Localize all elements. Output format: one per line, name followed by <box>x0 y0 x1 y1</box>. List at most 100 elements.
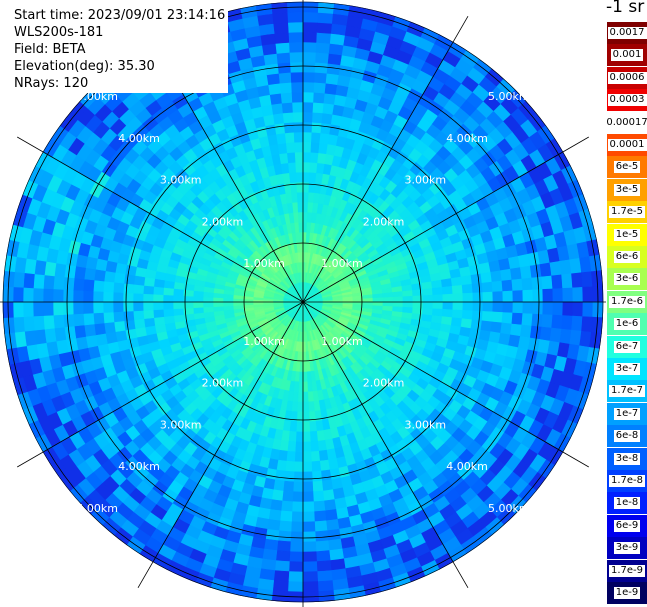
backscatter-cell <box>327 53 343 66</box>
backscatter-cell <box>302 491 314 503</box>
backscatter-cell <box>152 301 164 311</box>
backscatter-cell <box>272 12 289 24</box>
backscatter-cell <box>182 307 194 315</box>
colorbar-swatch: 1.7e-7 <box>607 380 647 403</box>
range-label: 4.00km <box>446 132 488 145</box>
elevation-text: Elevation(deg): 35.30 <box>14 59 155 74</box>
backscatter-cell <box>295 171 304 183</box>
colorbar-swatch: 0.0017 <box>607 22 647 44</box>
backscatter-cell <box>279 81 293 94</box>
backscatter-cell <box>279 152 289 165</box>
range-label: 5.00km <box>488 502 530 515</box>
backscatter-cell <box>162 301 174 310</box>
backscatter-cell <box>531 276 544 291</box>
backscatter-cell <box>502 290 514 303</box>
colorbar-label: 1.7e-5 <box>608 206 646 219</box>
range-label: 4.00km <box>118 460 160 473</box>
backscatter-cell <box>531 313 544 328</box>
backscatter-cell <box>461 310 474 321</box>
backscatter-cell <box>276 540 291 553</box>
backscatter-cell <box>12 301 24 318</box>
backscatter-cell <box>302 161 311 173</box>
backscatter-cell <box>302 391 309 403</box>
backscatter-cell <box>490 321 503 334</box>
backscatter-cell <box>302 111 314 123</box>
colorbar-swatch: 1.7e-6 <box>607 290 647 313</box>
backscatter-cell <box>512 290 524 303</box>
backscatter-cell <box>311 460 322 473</box>
backscatter-cell <box>72 277 85 291</box>
backscatter-cell <box>302 541 317 553</box>
range-label: 2.00km <box>202 377 244 390</box>
backscatter-cell <box>202 301 214 308</box>
backscatter-cell <box>52 314 65 329</box>
backscatter-cell <box>192 306 204 314</box>
backscatter-cell <box>302 571 319 583</box>
backscatter-cell <box>293 461 304 473</box>
backscatter-cell <box>291 511 304 523</box>
backscatter-cell <box>281 490 294 503</box>
backscatter-cell <box>302 91 315 103</box>
backscatter-cell <box>143 317 156 328</box>
backscatter-cell <box>318 449 329 462</box>
backscatter-cell <box>316 560 332 572</box>
backscatter-cell <box>501 312 514 325</box>
backscatter-cell <box>312 480 324 493</box>
colorbar-swatch: 1e-9 <box>607 582 647 604</box>
backscatter-cell <box>112 291 124 303</box>
backscatter-cell <box>272 580 289 592</box>
backscatter-cell <box>32 287 44 303</box>
backscatter-cell <box>500 322 513 336</box>
backscatter-cell <box>302 451 312 463</box>
backscatter-cell <box>313 510 327 523</box>
backscatter-cell <box>32 301 44 317</box>
backscatter-cell <box>292 491 304 503</box>
backscatter-cell <box>431 279 443 289</box>
start-time-text: Start time: 2023/09/01 23:14:16 <box>14 8 226 23</box>
backscatter-cell <box>172 307 185 316</box>
backscatter-cell <box>286 440 297 453</box>
colorbar-label: 1e-6 <box>613 318 641 331</box>
colorbar-swatch: 6e-8 <box>607 425 647 448</box>
backscatter-cell <box>276 51 291 64</box>
backscatter-cell <box>512 301 524 314</box>
backscatter-cell <box>102 291 114 303</box>
backscatter-cell <box>296 191 304 203</box>
backscatter-cell <box>133 318 146 329</box>
backscatter-cell <box>52 301 64 316</box>
backscatter-cell <box>317 580 334 592</box>
backscatter-cell <box>392 291 404 298</box>
backscatter-cell <box>293 131 304 143</box>
backscatter-cell <box>266 518 281 532</box>
backscatter-cell <box>307 401 315 413</box>
backscatter-cells <box>2 1 604 603</box>
backscatter-cell <box>275 550 291 562</box>
backscatter-cell <box>542 301 554 316</box>
backscatter-cell <box>317 12 334 24</box>
range-label: 1.00km <box>243 335 285 348</box>
backscatter-cell <box>162 294 174 303</box>
backscatter-cell <box>551 274 563 290</box>
backscatter-cell <box>309 151 320 164</box>
backscatter-cell <box>291 501 304 513</box>
backscatter-cell <box>112 311 125 323</box>
backscatter-cell <box>539 262 552 278</box>
backscatter-cell <box>481 311 494 323</box>
field-text: Field: BETA <box>14 42 86 57</box>
colorbar-label: 3e-7 <box>613 363 641 375</box>
colorbar-label: 6e-8 <box>613 430 641 443</box>
backscatter-cell <box>297 211 304 223</box>
backscatter-cell <box>302 381 309 393</box>
backscatter-cell <box>552 301 564 316</box>
backscatter-cell <box>572 301 584 318</box>
backscatter-cell <box>269 92 283 105</box>
backscatter-cell <box>311 131 322 144</box>
backscatter-cell <box>432 294 444 303</box>
backscatter-cell <box>302 411 310 423</box>
backscatter-cell <box>290 61 304 73</box>
colorbar-swatch: 6e-6 <box>607 246 647 268</box>
backscatter-cell <box>271 102 284 115</box>
backscatter-cell <box>581 316 593 333</box>
colorbar-swatch: 6e-5 <box>607 156 647 179</box>
backscatter-cell <box>103 270 116 283</box>
